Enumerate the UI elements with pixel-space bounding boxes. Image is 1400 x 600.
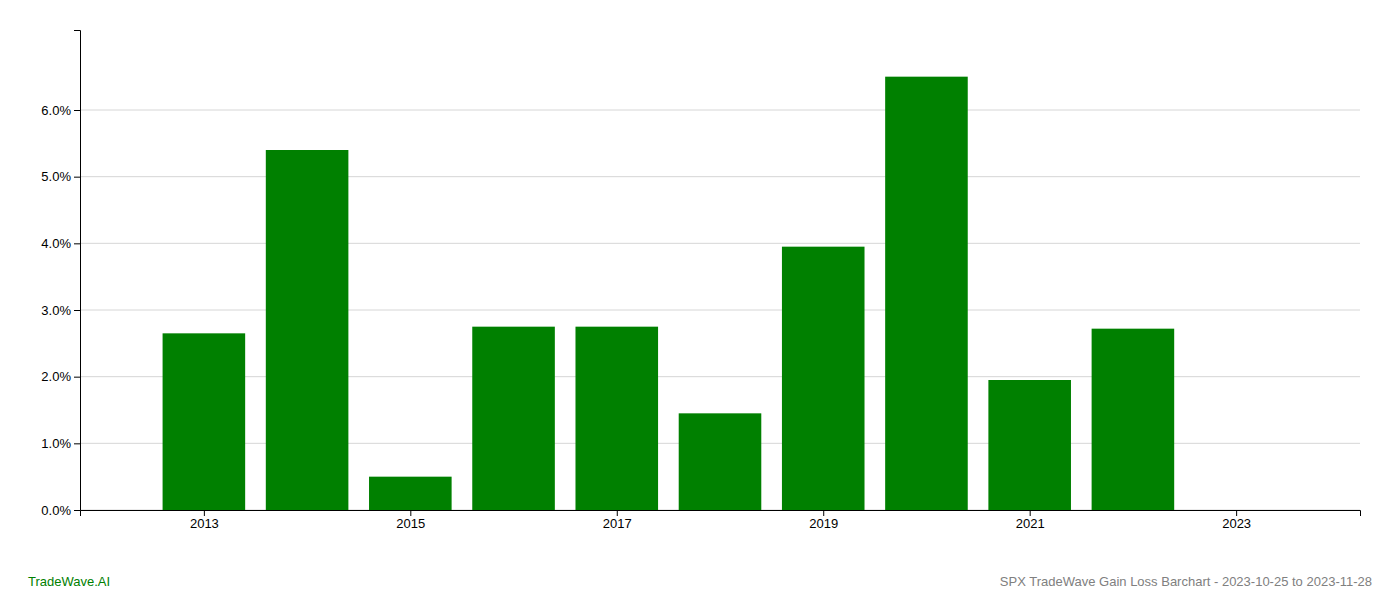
y-tick-label: 4.0% (41, 236, 71, 251)
grid (80, 110, 1360, 510)
bar (885, 77, 968, 510)
x-tick-mark (204, 510, 205, 516)
x-tick: 2023 (1222, 510, 1251, 531)
y-tick: 3.0% (41, 303, 80, 318)
x-tick-mark (1236, 510, 1237, 516)
y-tick-label: 6.0% (41, 103, 71, 118)
y-tick-mark (74, 377, 80, 378)
bar (575, 327, 658, 510)
y-tick: 5.0% (41, 169, 80, 184)
y-tick-mark (74, 177, 80, 178)
bar (782, 247, 865, 510)
footer-right: SPX TradeWave Gain Loss Barchart - 2023-… (1000, 574, 1372, 589)
y-tick-label: 5.0% (41, 169, 71, 184)
bar (472, 327, 555, 510)
y-axis-line (74, 31, 81, 511)
x-tick-label: 2019 (809, 516, 838, 531)
plot: 2013 2015 2017 2019 2021 2023 0.0% 1.0% 2.0% 3.0%… (41, 31, 1360, 532)
bar (679, 413, 762, 510)
x-tick: 2015 (396, 510, 425, 531)
y-tick-label: 0.0% (41, 503, 71, 518)
x-axis-line (81, 511, 1361, 517)
y-tick-mark (74, 243, 80, 244)
y-tick-mark (74, 510, 80, 511)
y-tick-mark (74, 110, 80, 111)
x-tick-label: 2017 (603, 516, 632, 531)
x-tick-label: 2021 (1016, 516, 1045, 531)
chart-root: 2013 2015 2017 2019 2021 2023 0.0% 1.0% 2.0% 3.0%… (0, 0, 1400, 600)
x-tick-label: 2013 (190, 516, 219, 531)
x-tick-label: 2023 (1222, 516, 1251, 531)
x-tick: 2021 (1016, 510, 1045, 531)
x-tick: 2013 (190, 510, 219, 531)
x-tick-mark (410, 510, 411, 516)
x-tick: 2017 (603, 510, 632, 531)
x-tick: 2019 (809, 510, 838, 531)
x-axis: 2013 2015 2017 2019 2021 2023 (81, 510, 1361, 531)
bar (369, 477, 452, 510)
y-tick: 4.0% (41, 236, 80, 251)
y-tick: 1.0% (41, 436, 80, 451)
y-axis: 0.0% 1.0% 2.0% 3.0% 4.0% 5.0% 6.0% (41, 31, 80, 518)
y-tick: 0.0% (41, 503, 80, 518)
grid-line (80, 110, 1360, 111)
footer-left: TradeWave.AI (28, 574, 110, 589)
y-tick-mark (74, 443, 80, 444)
bars (163, 77, 1175, 510)
x-tick-mark (1030, 510, 1031, 516)
y-tick-label: 2.0% (41, 369, 71, 384)
x-tick-mark (823, 510, 824, 516)
y-tick-mark (74, 310, 80, 311)
bar (1195, 510, 1278, 511)
bar (266, 150, 349, 510)
y-tick: 6.0% (41, 103, 80, 118)
y-tick: 2.0% (41, 369, 80, 384)
x-tick-label: 2015 (396, 516, 425, 531)
bar (988, 380, 1071, 510)
x-tick-mark (617, 510, 618, 516)
bar (163, 333, 246, 510)
bar (1092, 329, 1175, 510)
y-tick-label: 3.0% (41, 303, 71, 318)
y-tick-label: 1.0% (41, 436, 71, 451)
